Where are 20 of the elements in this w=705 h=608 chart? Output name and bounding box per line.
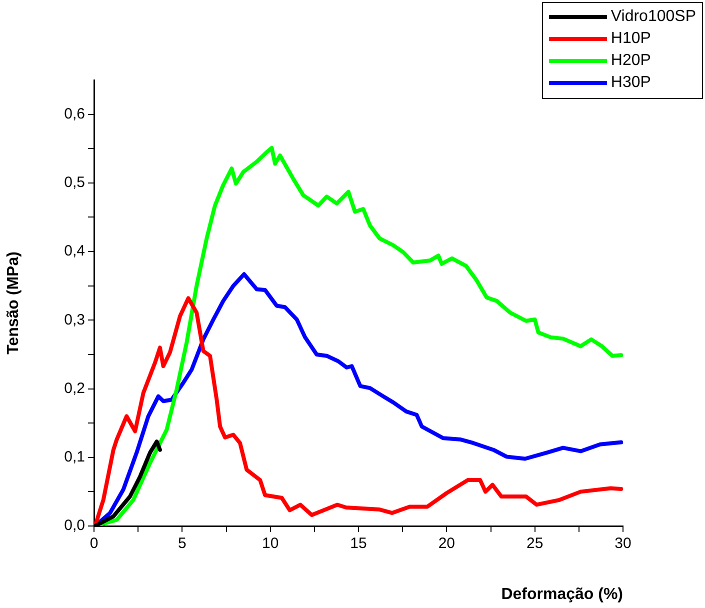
y-tick-label: 0,6 xyxy=(64,105,85,122)
legend-label: Vidro100SP xyxy=(610,8,696,26)
y-tick-label: 0,0 xyxy=(64,517,85,534)
x-tick-label: 20 xyxy=(438,535,456,552)
x-tick-label: 0 xyxy=(90,535,98,552)
x-tick-label: 10 xyxy=(262,535,279,552)
y-tick-label: 0,2 xyxy=(64,380,85,397)
legend-label: H10P xyxy=(610,30,651,48)
x-tick-label: 15 xyxy=(350,535,367,552)
x-tick-label: 5 xyxy=(178,535,186,552)
legend-label: H20P xyxy=(610,52,651,70)
x-tick-label: 25 xyxy=(526,535,544,552)
y-axis-title: Tensão (MPa) xyxy=(5,252,22,354)
legend-label: H30P xyxy=(610,74,651,92)
y-tick-label: 0,1 xyxy=(64,448,85,466)
y-tick-label: 0,3 xyxy=(64,311,85,328)
y-tick-label: 0,5 xyxy=(64,174,85,192)
y-tick-label: 0,4 xyxy=(64,242,85,260)
x-tick-label: 30 xyxy=(614,535,632,552)
x-axis-title: Deformação (%) xyxy=(501,586,623,603)
